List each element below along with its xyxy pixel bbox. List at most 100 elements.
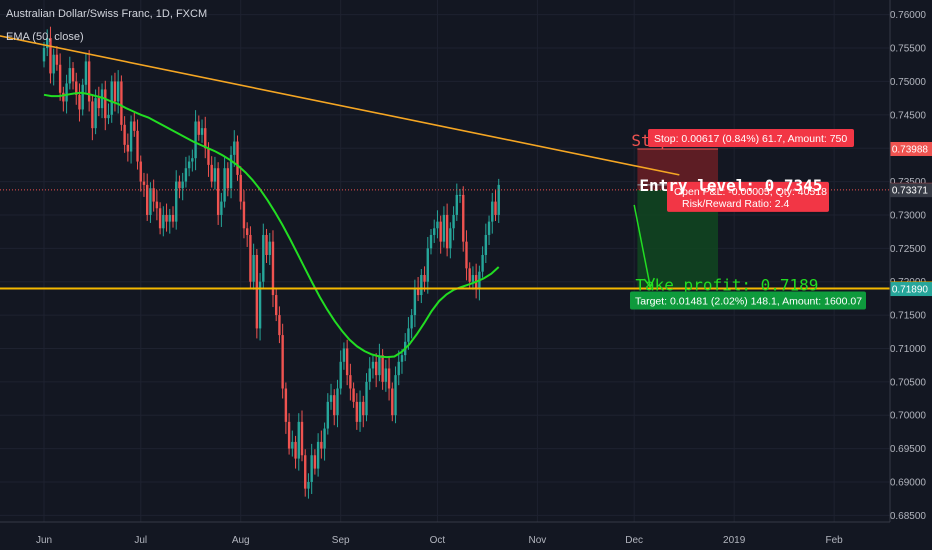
candle-body-125 — [445, 214, 449, 249]
candle-body-122 — [436, 221, 439, 229]
candle-body-100 — [365, 381, 368, 416]
time-tick-2: Aug — [232, 535, 250, 546]
price-tick-1: 0.75500 — [890, 44, 927, 55]
candle-body-32 — [146, 184, 149, 215]
candle-body-6 — [62, 92, 65, 102]
candle-body-102 — [371, 361, 375, 369]
candle-body-104 — [378, 355, 381, 376]
candle-body-128 — [455, 194, 458, 215]
candle-body-121 — [433, 228, 436, 235]
candle-body-82 — [307, 481, 310, 489]
price-tick-11: 0.70500 — [890, 377, 927, 388]
candle-body-63 — [245, 228, 249, 235]
candle-body-88 — [326, 401, 329, 429]
candle-body-129 — [458, 194, 462, 196]
time-tick-3: Sep — [332, 535, 350, 546]
candle-body-139 — [491, 201, 494, 222]
candle-body-109 — [394, 375, 397, 416]
candle-body-111 — [400, 355, 404, 362]
candle-body-46 — [191, 158, 194, 162]
candlestick-series — [42, 26, 500, 499]
candle-body-43 — [181, 181, 184, 189]
candle-body-64 — [249, 234, 252, 282]
candle-body-40 — [171, 214, 175, 222]
candle-body-58 — [229, 154, 233, 189]
candle-body-85 — [316, 441, 320, 469]
candle-body-84 — [313, 455, 317, 469]
candle-body-61 — [239, 174, 242, 202]
projection-arrow-head — [643, 277, 655, 289]
candle-body-83 — [310, 455, 313, 482]
candle-body-55 — [220, 201, 223, 215]
price-tick-12: 0.70000 — [890, 411, 927, 422]
candle-body-94 — [345, 348, 349, 376]
price-axis-bg — [890, 0, 932, 550]
candle-body-51 — [207, 148, 210, 165]
candle-body-105 — [381, 355, 384, 382]
position-zones — [637, 148, 719, 289]
time-tick-8: Feb — [826, 535, 844, 546]
candle-body-97 — [355, 401, 359, 422]
candle-body-130 — [462, 194, 465, 242]
candle-body-56 — [223, 168, 226, 202]
candle-body-99 — [362, 401, 365, 416]
candle-body-48 — [197, 121, 200, 135]
candle-body-4 — [55, 54, 59, 65]
candle-body-41 — [175, 181, 178, 222]
candle-body-20 — [107, 114, 110, 119]
candle-body-107 — [387, 368, 391, 389]
candle-body-35 — [155, 201, 159, 209]
candle-body-120 — [429, 234, 433, 249]
price-tick-14: 0.69000 — [890, 477, 927, 488]
trend-line — [0, 35, 680, 176]
time-tick-6: Dec — [625, 535, 643, 546]
time-tick-0: Jun — [36, 535, 52, 546]
candle-body-10 — [75, 81, 78, 95]
risk-reward-text: Risk/Reward Ratio: 2.4 — [682, 198, 790, 210]
chart-title: Australian Dollar/Swiss Franc, 1D, FXCM — [6, 8, 207, 20]
candle-body-127 — [452, 214, 455, 229]
candle-body-116 — [416, 288, 420, 296]
candle-body-98 — [358, 401, 362, 422]
candle-body-57 — [226, 168, 230, 189]
candle-body-15 — [91, 101, 94, 129]
projection-arrow-line — [633, 204, 652, 288]
candle-body-71 — [271, 241, 275, 296]
price-label-0: 0.73988 — [892, 144, 929, 155]
candle-body-44 — [184, 168, 188, 182]
candle-body-27 — [129, 121, 133, 152]
candle-body-3 — [52, 54, 55, 74]
candle-body-119 — [426, 248, 429, 282]
candle-body-18 — [100, 89, 104, 109]
candle-body-30 — [139, 161, 142, 182]
stop-label-box — [648, 128, 854, 147]
time-tick-1: Jul — [134, 535, 147, 546]
price-axis[interactable]: 0.760000.755000.750000.745000.740000.735… — [890, 0, 932, 550]
candle-body-50 — [204, 128, 207, 149]
price-tick-2: 0.75000 — [890, 77, 927, 88]
stop-label-text: Stop: 0.00617 (0.84%) 61.7, Amount: 750 — [654, 133, 847, 145]
target-label-text: Target: 0.01481 (2.02%) 148.1, Amount: 1… — [635, 296, 862, 308]
candle-body-34 — [152, 188, 155, 202]
candle-body-76 — [287, 421, 291, 449]
candle-body-103 — [374, 361, 378, 376]
candle-body-89 — [329, 395, 333, 402]
candle-body-65 — [252, 254, 255, 282]
candle-body-12 — [81, 84, 84, 110]
price-label-bg-4 — [890, 282, 932, 297]
candle-body-114 — [410, 315, 413, 329]
price-tick-15: 0.68500 — [890, 511, 927, 522]
candle-body-11 — [78, 94, 81, 110]
candle-body-45 — [187, 161, 191, 169]
candle-body-141 — [497, 184, 500, 215]
candle-body-59 — [233, 141, 236, 155]
candle-body-131 — [465, 241, 468, 269]
candle-body-140 — [494, 201, 497, 215]
candle-body-0 — [42, 48, 46, 62]
candle-body-7 — [65, 83, 68, 102]
time-tick-4: Oct — [430, 535, 446, 546]
candle-body-52 — [210, 164, 213, 182]
candle-body-47 — [194, 121, 197, 159]
